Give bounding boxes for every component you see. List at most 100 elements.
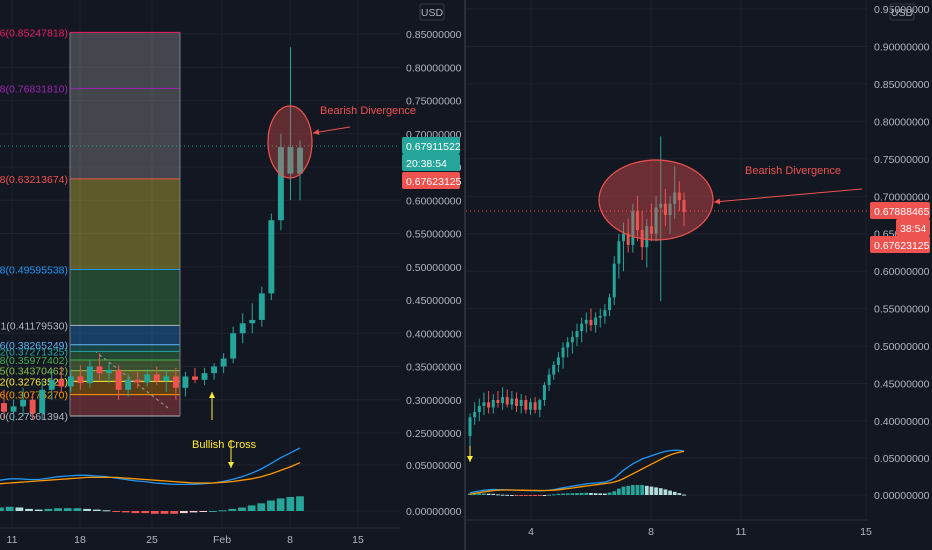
macd-histogram-bar (131, 511, 140, 514)
y-tick-label: 0.90000000 (874, 41, 930, 53)
currency-label[interactable]: USD (421, 7, 444, 19)
macd-signal-line (469, 450, 685, 495)
candle-body (505, 397, 509, 405)
macd-histogram-bar (663, 489, 668, 495)
candle-body (106, 369, 112, 374)
currency-button[interactable] (889, 3, 915, 21)
candle-body (249, 319, 256, 324)
macd-histogram-bar (491, 493, 496, 495)
candle-body (608, 297, 612, 311)
fib-level-label: 18(0.76831810) (0, 83, 68, 95)
macd-histogram-bar (180, 511, 188, 514)
candle-body (524, 400, 528, 410)
divergence-ellipse[interactable] (267, 105, 313, 179)
left-time-axis[interactable]: 11 18 25 Feb 8 15 (0, 527, 400, 546)
candle-body (86, 366, 93, 384)
fib-level-label: '02(0.37271325) (0, 346, 68, 358)
candle-body (515, 398, 519, 407)
candle-body (67, 376, 74, 387)
price-badge-text: 0.67623125 (874, 240, 930, 252)
right-price-axis[interactable]: 0.95000000 0.90000000 0.85000000 0.80000000… (874, 3, 930, 502)
price-badge[interactable] (870, 202, 930, 219)
macd-histogram-bar (528, 495, 533, 496)
candle-body (654, 207, 658, 234)
price-badge-text: 20:38:54 (406, 158, 447, 170)
macd-histogram-bar (276, 498, 285, 511)
fib-level-label: 18(0.63213674) (0, 174, 68, 186)
y-tick-label: 0.95000000 (874, 4, 930, 16)
macd-histogram-bar (247, 505, 256, 511)
candle-body (258, 293, 265, 320)
y-tick-label: 0.55000000 (406, 229, 462, 241)
macd-line (0, 447, 301, 486)
currency-label[interactable]: USD (891, 7, 914, 19)
candle-body (561, 347, 565, 358)
macd-histogram-bar (257, 503, 266, 511)
candle-body (115, 369, 122, 390)
right-chart-panel[interactable]: 0.95000000 0.90000000 0.85000000 0.80000000… (466, 0, 930, 538)
candle-body (163, 376, 170, 382)
candle-body (125, 379, 132, 390)
right-grid (466, 0, 868, 520)
macd-signal-line (0, 462, 301, 485)
currency-button[interactable] (419, 3, 445, 21)
y-tick-label: 0.80000000 (406, 62, 462, 74)
left-annotations: Bearish Divergence Bullish Cross 0.6791152… (0, 105, 462, 468)
macd-histogram-bar (626, 485, 631, 495)
candle-body (192, 376, 198, 380)
y-tick-label: 0.75000000 (406, 96, 462, 108)
macd-histogram-bar (654, 487, 658, 495)
macd-histogram-bar (649, 486, 654, 495)
y-tick-label: 0.45000000 (406, 295, 462, 307)
right-time-axis[interactable]: 4 8 11 15 (466, 519, 872, 538)
fib-zone (70, 360, 180, 371)
candle-body (617, 241, 621, 264)
y-tick-label: 0.40000000 (874, 416, 930, 428)
y-tick-label: 0.70000000 (874, 191, 930, 203)
fib-zone (70, 381, 180, 395)
fib-zone (70, 394, 180, 416)
y-tick-label: 0.60000000 (874, 266, 930, 278)
macd-histogram-bar (482, 493, 486, 495)
y-tick-label: 0.85000000 (874, 79, 930, 91)
price-badge[interactable] (402, 172, 460, 189)
fib-zone (70, 178, 180, 270)
macd-histogram-bar (519, 495, 524, 496)
macd-histogram-bar (44, 508, 53, 511)
macd-histogram-bar (160, 511, 169, 514)
left-macd-panel (0, 447, 304, 514)
candle-body (491, 400, 495, 408)
macd-histogram-bar (486, 493, 491, 495)
macd-histogram-bar (589, 493, 593, 495)
macd-histogram-bar (238, 507, 246, 511)
x-tick-label: 8 (648, 526, 654, 538)
macd-histogram-bar (668, 490, 672, 495)
fib-zone (70, 325, 180, 345)
price-badge[interactable] (896, 219, 930, 236)
y-tick-label: 0.05000000 (406, 460, 462, 472)
candle-body (496, 400, 500, 404)
macd-histogram-bar (209, 511, 217, 512)
macd-histogram-bar (199, 511, 208, 512)
fibonacci-retracement[interactable]: 36(0.85247818) 18(0.76831810) 18(0.6321367… (0, 27, 181, 423)
price-badge[interactable] (870, 236, 930, 253)
macd-histogram-bar (500, 494, 505, 496)
candle-body (487, 402, 491, 408)
candle-body (473, 412, 477, 418)
fib-level-label: 86(0.38265249) (0, 340, 68, 352)
price-badge[interactable] (402, 154, 460, 171)
candle-body (682, 200, 686, 213)
macd-histogram-bar (621, 486, 626, 495)
fib-level-label: 18(0.49595538) (0, 264, 68, 276)
price-badge[interactable] (402, 137, 460, 154)
macd-histogram-bar (170, 511, 179, 514)
divergence-ellipse[interactable] (598, 159, 714, 241)
y-tick-label: 0.05000000 (874, 453, 930, 465)
x-tick-label: 18 (74, 534, 86, 546)
macd-histogram-bar (73, 508, 82, 511)
left-chart-panel[interactable]: 36(0.85247818) 18(0.76831810) 18(0.6321367… (0, 0, 464, 550)
fib-level-label: 36(0.85247818) (0, 27, 68, 39)
macd-histogram-bar (505, 494, 510, 496)
macd-histogram-bar (565, 493, 570, 495)
